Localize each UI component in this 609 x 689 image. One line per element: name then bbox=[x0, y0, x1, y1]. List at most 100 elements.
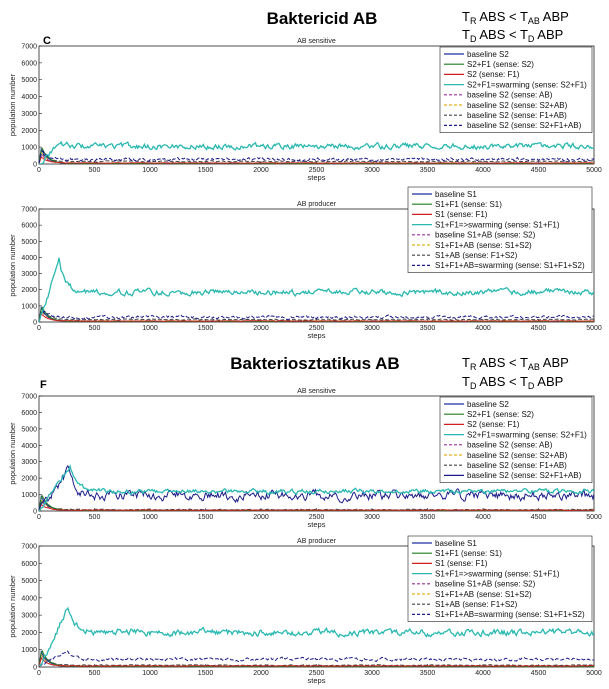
chart-title: AB producer bbox=[297, 201, 337, 208]
y-tick-label: 0 bbox=[33, 509, 37, 516]
panel-letter-f: F bbox=[40, 379, 47, 391]
series-line-s2-f1-swarming-sense-s2-f1 bbox=[39, 140, 594, 164]
note-bottom: TR ABS < TAB ABP TD ABS < TD ABP bbox=[462, 355, 569, 391]
y-axis-label: population number bbox=[8, 234, 17, 297]
series-line-s1-f1-ab-swarming-sense-s1-f1-s2 bbox=[39, 650, 594, 667]
chart-title: AB producer bbox=[297, 538, 337, 545]
legend-label: S1+F1=>swarming (sense: S1+F1) bbox=[435, 569, 560, 578]
legend-label: baseline S1+AB (sense: S2) bbox=[435, 231, 536, 240]
legend-label: S2+F1=swarming (sense: S2+F1) bbox=[467, 430, 587, 439]
note-top: TR ABS < TAB ABP TD ABS < TD ABP bbox=[462, 9, 569, 44]
x-tick-label: 3500 bbox=[420, 167, 436, 174]
legend-box bbox=[439, 396, 593, 483]
legend-label: baseline S2 (sense: F1+AB) bbox=[467, 461, 567, 470]
x-axis-label: steps bbox=[308, 676, 326, 685]
y-tick-label: 2000 bbox=[21, 287, 37, 294]
y-tick-label: 6000 bbox=[21, 410, 37, 417]
y-tick-label: 7000 bbox=[21, 44, 37, 51]
series-line-baseline-s2-sense-s2-f1-ab bbox=[39, 150, 594, 164]
x-tick-label: 3500 bbox=[420, 514, 436, 521]
series-line-baseline-s2-sense-f1-ab bbox=[39, 152, 594, 164]
x-tick-label: 5000 bbox=[586, 167, 602, 174]
legend-label: baseline S2 (sense: S2+AB) bbox=[467, 101, 568, 110]
chart-ab-sensitive-bactericidal: AB sensitive 0 500 1000 1500 2000 2500 3000 3500… bbox=[8, 38, 602, 182]
x-tick-label: 3000 bbox=[364, 514, 380, 521]
y-tick-label: 7000 bbox=[21, 394, 37, 401]
legend-label: S1+F1=>swarming (sense: S1+F1) bbox=[435, 220, 560, 229]
legend-label: S2 (sense: F1) bbox=[467, 70, 520, 79]
y-tick-label: 2000 bbox=[21, 630, 37, 637]
series-line-s1-f1-swarming-sense-s1-f1 bbox=[39, 257, 594, 322]
y-tick-label: 7000 bbox=[21, 207, 37, 214]
x-tick-label: 4000 bbox=[475, 670, 491, 677]
series-line-s1-f1-ab-swarming-sense-s1-f1-s2 bbox=[39, 309, 594, 322]
x-tick-label: 500 bbox=[89, 167, 101, 174]
legend-label: S2+F1=swarming (sense: S2+F1) bbox=[467, 80, 587, 89]
legend-label: S1+F1+AB=swarming (sense: S1+F1+S2) bbox=[435, 261, 585, 270]
x-tick-label: 2500 bbox=[309, 670, 325, 677]
x-tick-label: 3500 bbox=[420, 325, 436, 332]
legend-label: baseline S2 (sense: S2+AB) bbox=[467, 451, 568, 460]
x-tick-label: 1000 bbox=[142, 514, 158, 521]
legend-label: baseline S1 bbox=[435, 190, 477, 199]
note-top-line-1: TR ABS < TAB ABP bbox=[462, 9, 569, 26]
x-tick-label: 3000 bbox=[364, 670, 380, 677]
x-tick-label: 1000 bbox=[142, 670, 158, 677]
x-axis-label: steps bbox=[308, 520, 326, 529]
y-tick-label: 1000 bbox=[21, 145, 37, 152]
x-tick-label: 500 bbox=[89, 514, 101, 521]
x-tick-label: 0 bbox=[37, 670, 41, 677]
x-axis-label: steps bbox=[308, 331, 326, 340]
series-line-baseline-s2-sense-f1-ab bbox=[39, 499, 594, 511]
y-tick-label: 5000 bbox=[21, 578, 37, 585]
y-tick-label: 1000 bbox=[21, 647, 37, 654]
legend-label: S1+F1+AB=swarming (sense: S1+F1+S2) bbox=[435, 610, 585, 619]
x-tick-label: 1000 bbox=[142, 325, 158, 332]
chart-ab-sensitive-bacteriostatic: AB sensitive 0 500 1000 1500 2000 2500 3000 3500… bbox=[8, 388, 602, 529]
legend-label: baseline S2 (sense: AB) bbox=[467, 441, 553, 450]
y-axis-label: population number bbox=[8, 422, 17, 485]
x-tick-label: 1000 bbox=[142, 167, 158, 174]
y-tick-label: 6000 bbox=[21, 223, 37, 230]
x-tick-label: 2000 bbox=[253, 167, 269, 174]
legend-label: baseline S2 bbox=[467, 50, 509, 59]
series-line-s1-sense-f1 bbox=[39, 313, 594, 322]
x-tick-label: 4000 bbox=[475, 514, 491, 521]
x-tick-label: 500 bbox=[89, 325, 101, 332]
x-tick-label: 2500 bbox=[309, 514, 325, 521]
legend-box bbox=[407, 186, 593, 273]
note-bottom-line-1: TR ABS < TAB ABP bbox=[462, 355, 569, 372]
y-tick-label: 7000 bbox=[21, 544, 37, 551]
x-tick-label: 1500 bbox=[198, 670, 214, 677]
y-tick-label: 5000 bbox=[21, 77, 37, 84]
x-tick-label: 2500 bbox=[309, 167, 325, 174]
x-tick-label: 2000 bbox=[253, 670, 269, 677]
x-tick-label: 4000 bbox=[475, 325, 491, 332]
x-axis-label: steps bbox=[308, 173, 326, 182]
legend-box bbox=[439, 46, 593, 133]
y-tick-label: 0 bbox=[33, 162, 37, 169]
chart-ab-producer-bactericidal: AB producer 0 500 1000 1500 2000 2500 3000 3500 4… bbox=[8, 186, 602, 340]
x-tick-label: 4500 bbox=[531, 325, 547, 332]
x-tick-label: 4500 bbox=[531, 167, 547, 174]
legend-label: baseline S2 (sense: S2+F1+AB) bbox=[467, 121, 582, 130]
y-tick-label: 4000 bbox=[21, 443, 37, 450]
series-line-s2-sense-f1 bbox=[39, 156, 594, 164]
y-tick-label: 0 bbox=[33, 320, 37, 327]
y-tick-label: 5000 bbox=[21, 426, 37, 433]
y-tick-label: 2000 bbox=[21, 476, 37, 483]
y-tick-label: 2000 bbox=[21, 128, 37, 135]
x-tick-label: 3000 bbox=[364, 167, 380, 174]
legend-label: baseline S2 (sense: F1+AB) bbox=[467, 111, 567, 120]
y-tick-label: 3000 bbox=[21, 613, 37, 620]
x-tick-label: 0 bbox=[37, 167, 41, 174]
x-tick-label: 500 bbox=[89, 670, 101, 677]
x-tick-label: 4500 bbox=[531, 514, 547, 521]
y-tick-label: 1000 bbox=[21, 492, 37, 499]
y-tick-label: 3000 bbox=[21, 459, 37, 466]
y-tick-label: 3000 bbox=[21, 111, 37, 118]
y-tick-label: 4000 bbox=[21, 94, 37, 101]
legend-label: baseline S1 bbox=[435, 539, 477, 548]
legend-label: baseline S2 (sense: S2+F1+AB) bbox=[467, 471, 582, 480]
x-tick-label: 4500 bbox=[531, 670, 547, 677]
